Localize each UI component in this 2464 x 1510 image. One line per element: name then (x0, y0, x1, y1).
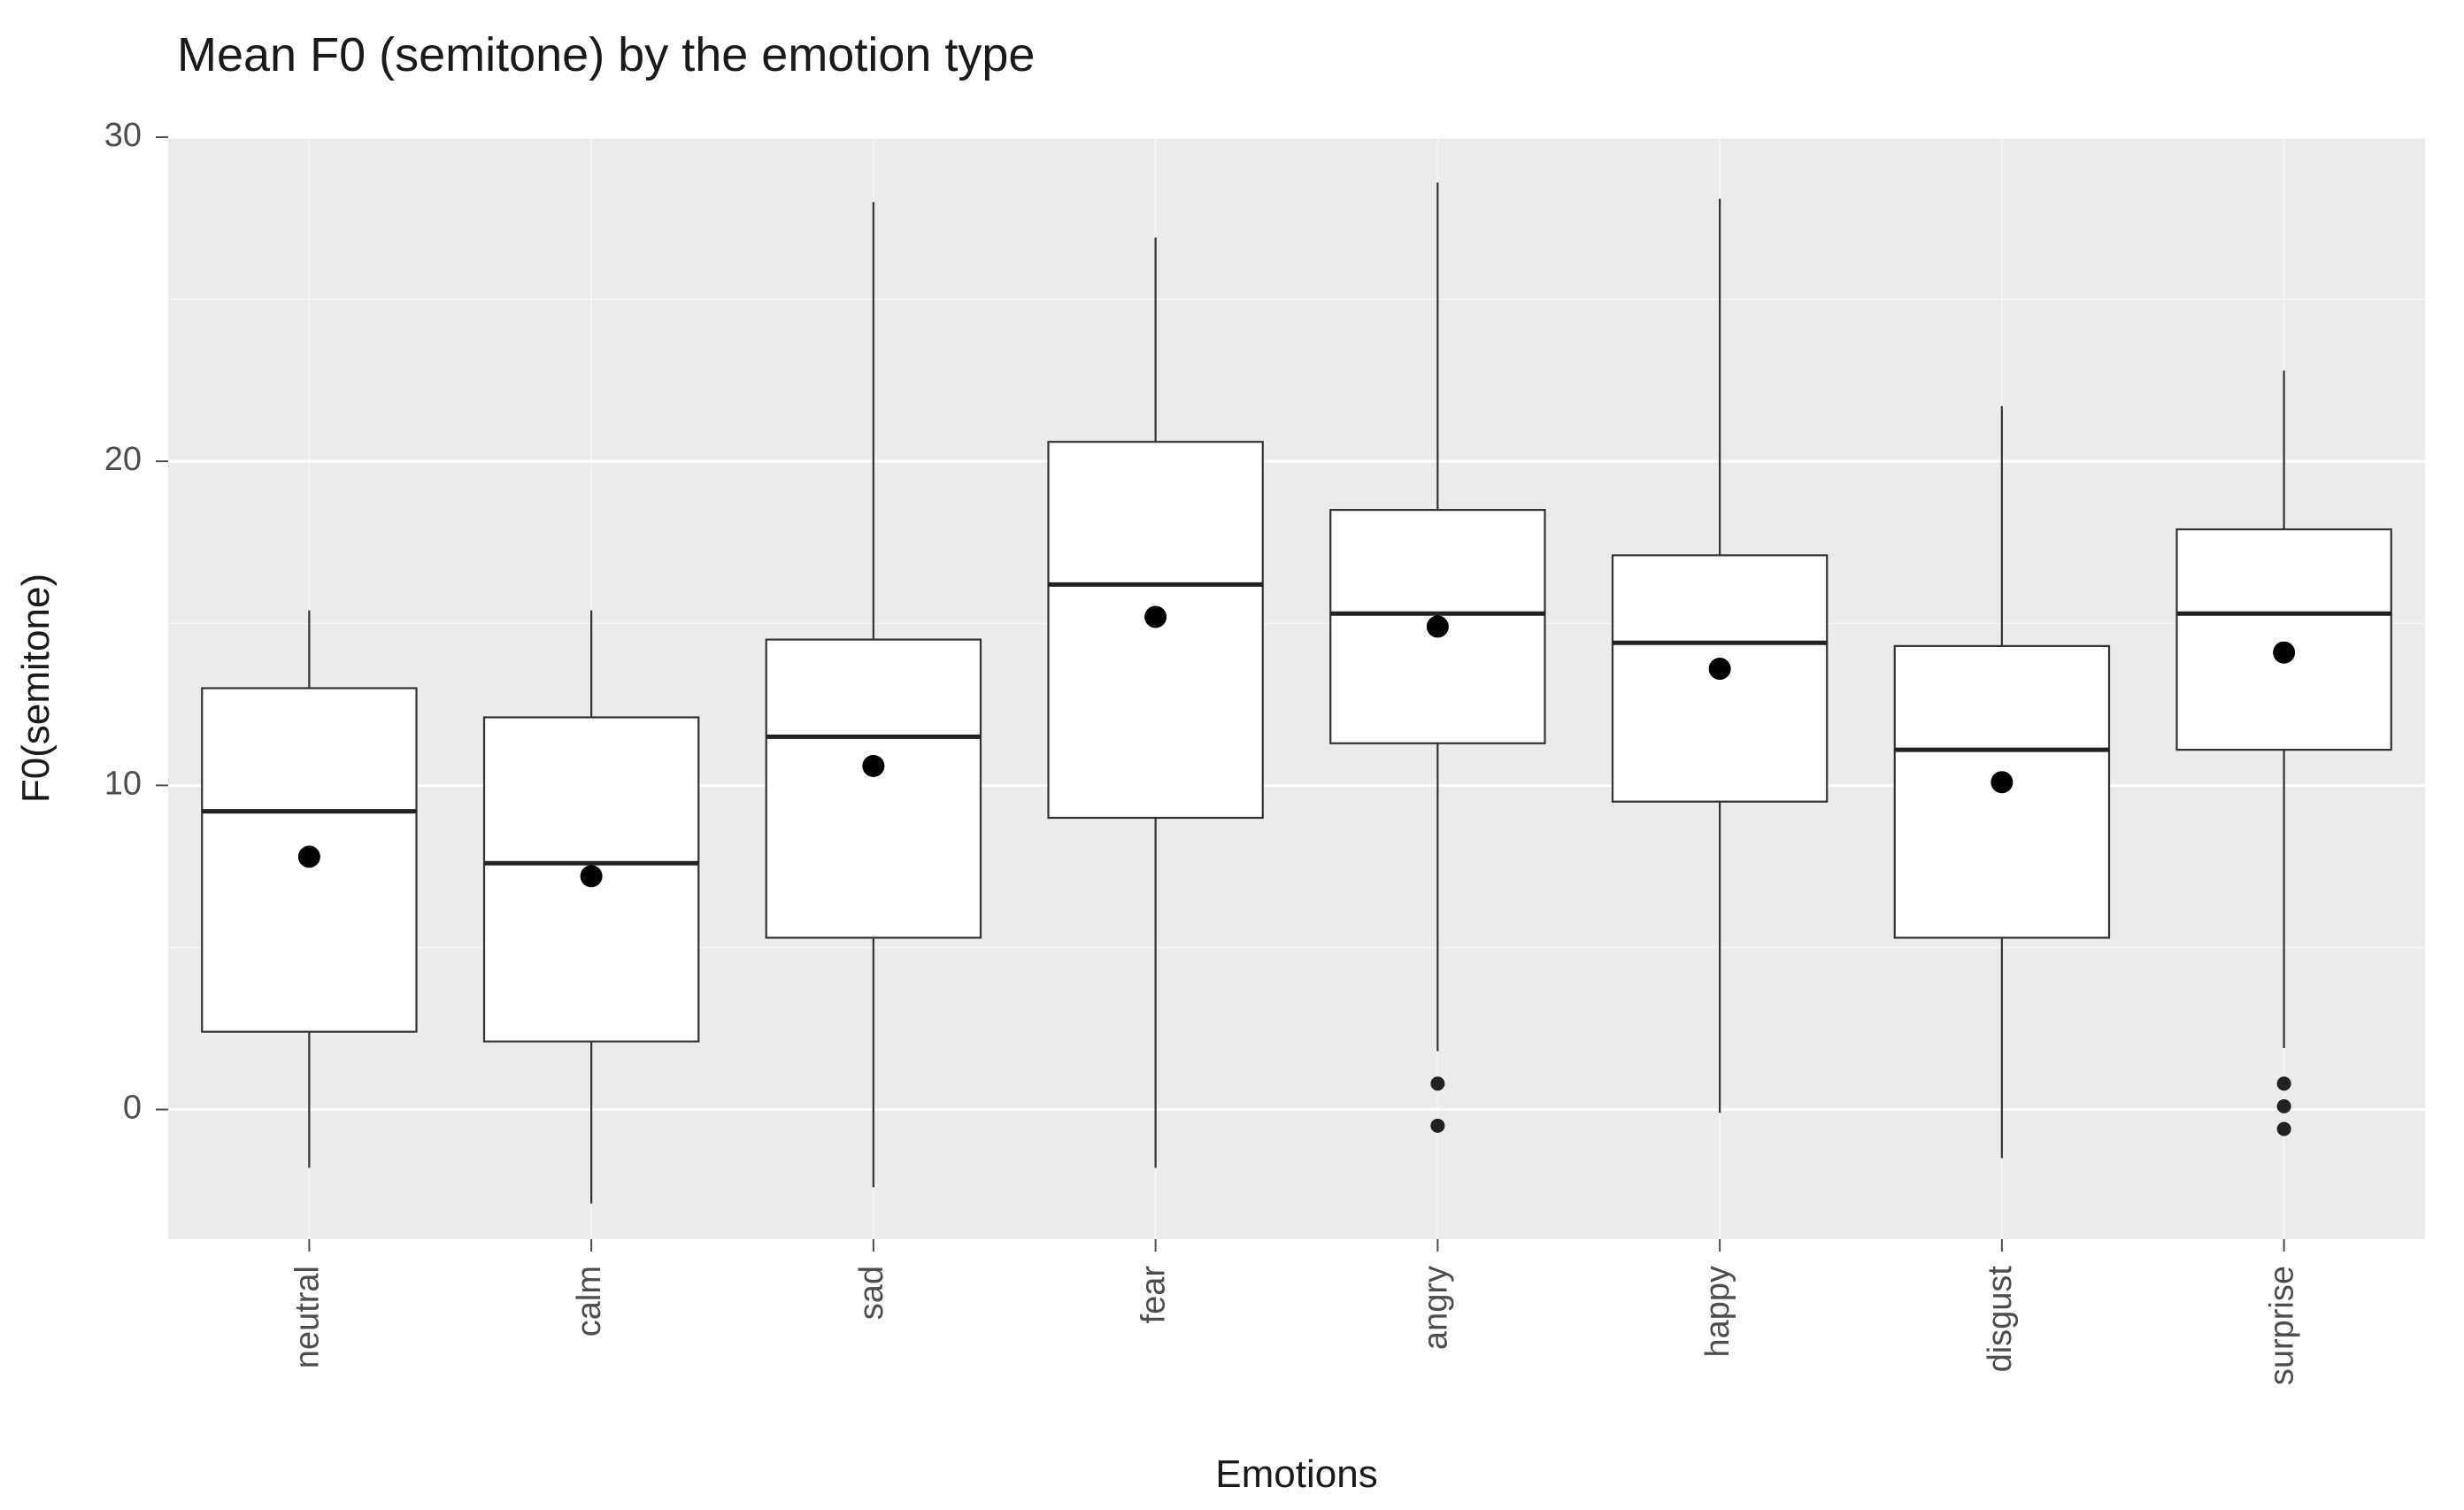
x-tick-label: fear (1136, 1266, 1173, 1324)
y-tick-label: 10 (104, 765, 142, 802)
x-tick-label: disgust (1982, 1266, 2019, 1373)
box (766, 640, 981, 938)
x-tick-label: angry (1417, 1266, 1454, 1350)
x-tick-label: calm (571, 1266, 608, 1337)
box (2177, 529, 2391, 750)
x-axis-label: Emotions (1215, 1452, 1377, 1496)
boxplot-chart: 0 10 20 30 neutral calm sad fear angry happy disgu… (0, 0, 2464, 1510)
mean-dot (1709, 658, 1731, 680)
x-tick-label: surprise (2264, 1266, 2301, 1385)
mean-dot (2273, 642, 2295, 664)
outlier-dot (2277, 1122, 2291, 1136)
x-tick-label: sad (853, 1266, 890, 1320)
box (1049, 442, 1263, 818)
outlier-dot (2277, 1076, 2291, 1090)
x-tick-label: happy (1699, 1266, 1736, 1358)
y-axis-label: F0(semitone) (14, 574, 58, 803)
mean-dot (298, 845, 320, 867)
y-tick-label: 20 (104, 441, 142, 478)
outlier-dot (2277, 1099, 2291, 1113)
mean-dot (862, 755, 884, 777)
outlier-dot (1430, 1076, 1444, 1090)
chart-title: Mean F0 (semitone) by the emotion type (177, 28, 1035, 81)
mean-dot (1144, 605, 1167, 628)
y-tick-label: 30 (104, 117, 142, 154)
outlier-dot (1430, 1119, 1444, 1133)
mean-dot (581, 865, 603, 887)
x-tick-label: neutral (289, 1266, 326, 1368)
y-tick-label: 0 (123, 1090, 142, 1127)
mean-dot (1990, 771, 2013, 793)
mean-dot (1427, 615, 1449, 637)
